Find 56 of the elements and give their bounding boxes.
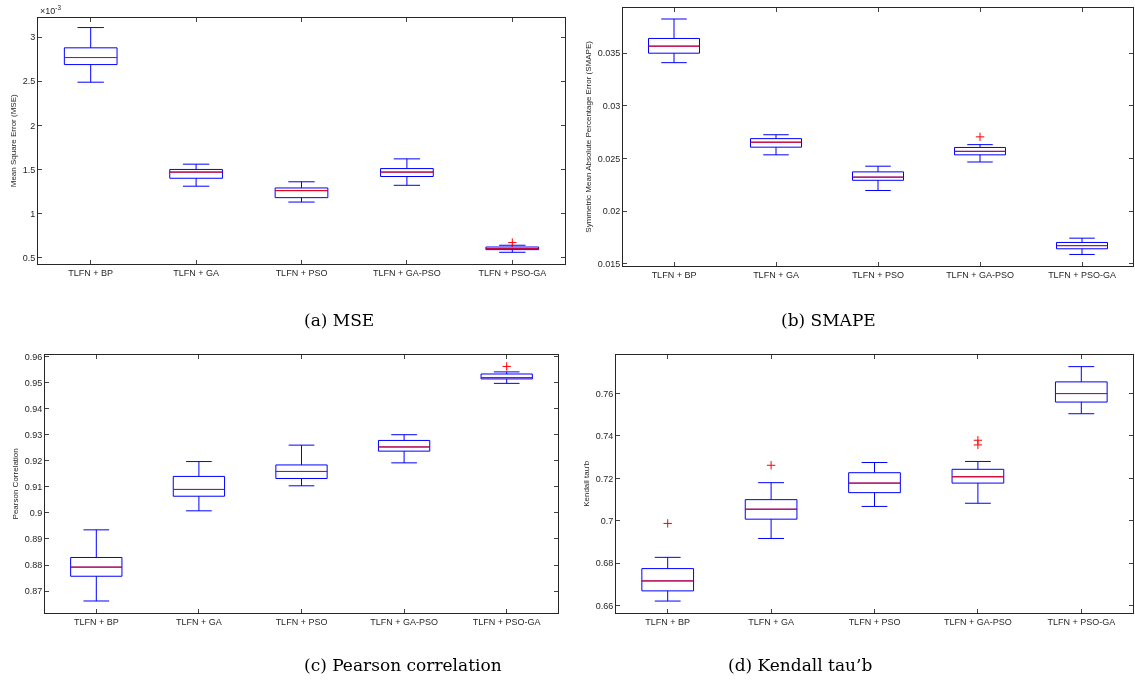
x-tick-label: TLFN + PSO <box>848 616 901 627</box>
y-tick-label: 0.88 <box>24 560 43 571</box>
y-tick-label: 0.68 <box>595 558 614 569</box>
y-tick-label: 0.94 <box>24 403 43 414</box>
y-tick-label: 0.95 <box>24 377 43 388</box>
x-tick-label: TLFN + PSO-GA <box>1047 616 1116 627</box>
y-tick-label: 1 <box>30 208 36 219</box>
x-tick-label: TLFN + GA <box>173 267 219 278</box>
y-tick-label: 0.96 <box>24 351 43 362</box>
y-tick-label: 0.9 <box>29 508 43 519</box>
y-tick-label: 2 <box>30 120 36 131</box>
y-tick-label: 0.87 <box>24 586 43 597</box>
x-tick-label: TLFN + BP <box>73 616 119 627</box>
x-tick-label: TLFN + GA-PSO <box>370 616 438 627</box>
y-axis-title: Symmetric Mean Absolute Percentage Error (SMAPE) <box>584 40 594 233</box>
y-tick-label: 0.66 <box>595 600 614 611</box>
y-tick-label: 2.5 <box>22 76 36 87</box>
text: ×10$^{-3}$ <box>40 4 62 16</box>
y-tick-label: 0.74 <box>595 431 614 442</box>
y-tick-label: 0.72 <box>595 473 614 484</box>
x-tick-label: TLFN + BP <box>68 267 114 278</box>
x-tick-label: TLFN + PSO <box>275 616 328 627</box>
y-tick-label: 0.92 <box>24 455 43 466</box>
x-tick-label: TLFN + PSO-GA <box>1048 269 1116 280</box>
x-tick-label: TLFN + BP <box>651 269 697 280</box>
x-tick-label: TLFN + GA <box>176 616 222 627</box>
x-tick-label: TLFN + GA-PSO <box>373 267 441 278</box>
y-tick-label: 0.5 <box>22 252 36 263</box>
x-tick-label: TLFN + BP <box>645 616 691 627</box>
text: (c) Pearson correlation <box>304 655 502 675</box>
x-tick-label: TLFN + PSO-GA <box>478 267 547 278</box>
y-tick-label: 0.89 <box>24 534 43 545</box>
y-axis-title: Mean Square Error (MSE) <box>9 94 19 188</box>
y-tick-label: 0.91 <box>24 481 43 492</box>
x-tick-label: TLFN + PSO-GA <box>472 616 541 627</box>
y-tick-label: 0.7 <box>600 516 614 527</box>
y-tick-label: 3 <box>30 32 36 43</box>
y-tick-label: 0.03 <box>602 100 621 111</box>
y-axis-title: Pearson Correlation <box>11 448 21 520</box>
x-tick-label: TLFN + PSO <box>275 267 328 278</box>
y-tick-label: 1.5 <box>22 164 36 175</box>
y-axis-title: Kendall tau'b <box>582 460 592 507</box>
text: (d) Kendall tau’b <box>728 655 873 675</box>
x-tick-label: TLFN + GA <box>748 616 794 627</box>
text: (b) SMAPE <box>781 310 876 330</box>
x-tick-label: TLFN + GA-PSO <box>944 616 1012 627</box>
x-tick-label: TLFN + GA-PSO <box>946 269 1014 280</box>
y-tick-label: 0.93 <box>24 429 43 440</box>
x-tick-label: TLFN + PSO <box>852 269 904 280</box>
y-tick-label: 0.02 <box>602 206 621 217</box>
y-tick-label: 0.76 <box>595 388 614 399</box>
text: (a) MSE <box>304 310 375 330</box>
x-tick-label: TLFN + GA <box>753 269 799 280</box>
y-tick-label: 0.035 <box>597 48 621 59</box>
y-tick-label: 0.025 <box>597 153 621 164</box>
y-tick-label: 0.015 <box>597 258 621 269</box>
